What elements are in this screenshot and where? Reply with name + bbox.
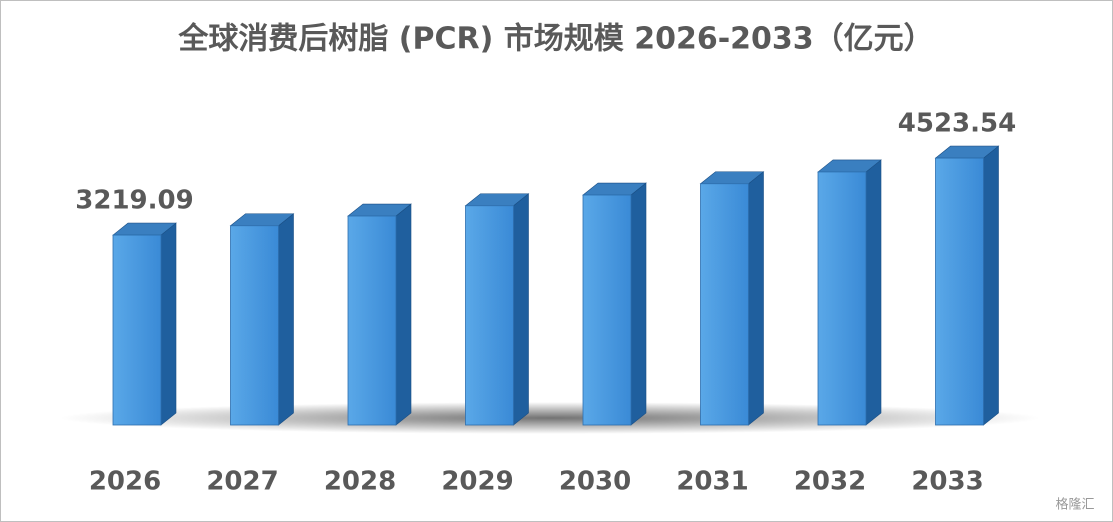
bar-side: [160, 222, 177, 426]
x-tick-label: 2029: [441, 467, 513, 497]
chart-title: 全球消费后树脂 (PCR) 市场规模 2026-2033（亿元）: [177, 22, 933, 57]
watermark: 格隆汇: [1055, 497, 1094, 513]
bar: [582, 194, 632, 426]
bar-side: [278, 213, 294, 426]
x-tick-label: 2031: [676, 467, 748, 497]
bar: [230, 225, 279, 426]
floor-shadow: [60, 402, 1040, 434]
bar-side: [748, 171, 764, 426]
bar: [817, 171, 867, 426]
bar-side: [395, 203, 412, 426]
data-label: 3219.09: [75, 186, 193, 216]
bar-side: [513, 193, 529, 426]
x-tick-label: 2028: [324, 467, 396, 497]
bar: [700, 183, 749, 426]
x-tick-label: 2033: [911, 467, 983, 497]
x-tick-label: 2030: [559, 467, 631, 497]
bar: [347, 215, 397, 426]
x-tick-label: 2032: [794, 467, 866, 497]
bar-side: [865, 159, 882, 426]
bar: [465, 205, 514, 426]
data-label: 4523.54: [898, 109, 1016, 139]
bar-side: [983, 145, 999, 426]
bar: [112, 234, 162, 426]
bar-side: [630, 182, 647, 426]
x-tick-label: 2026: [89, 467, 161, 497]
bar: [935, 157, 984, 426]
x-tick-label: 2027: [206, 467, 278, 497]
